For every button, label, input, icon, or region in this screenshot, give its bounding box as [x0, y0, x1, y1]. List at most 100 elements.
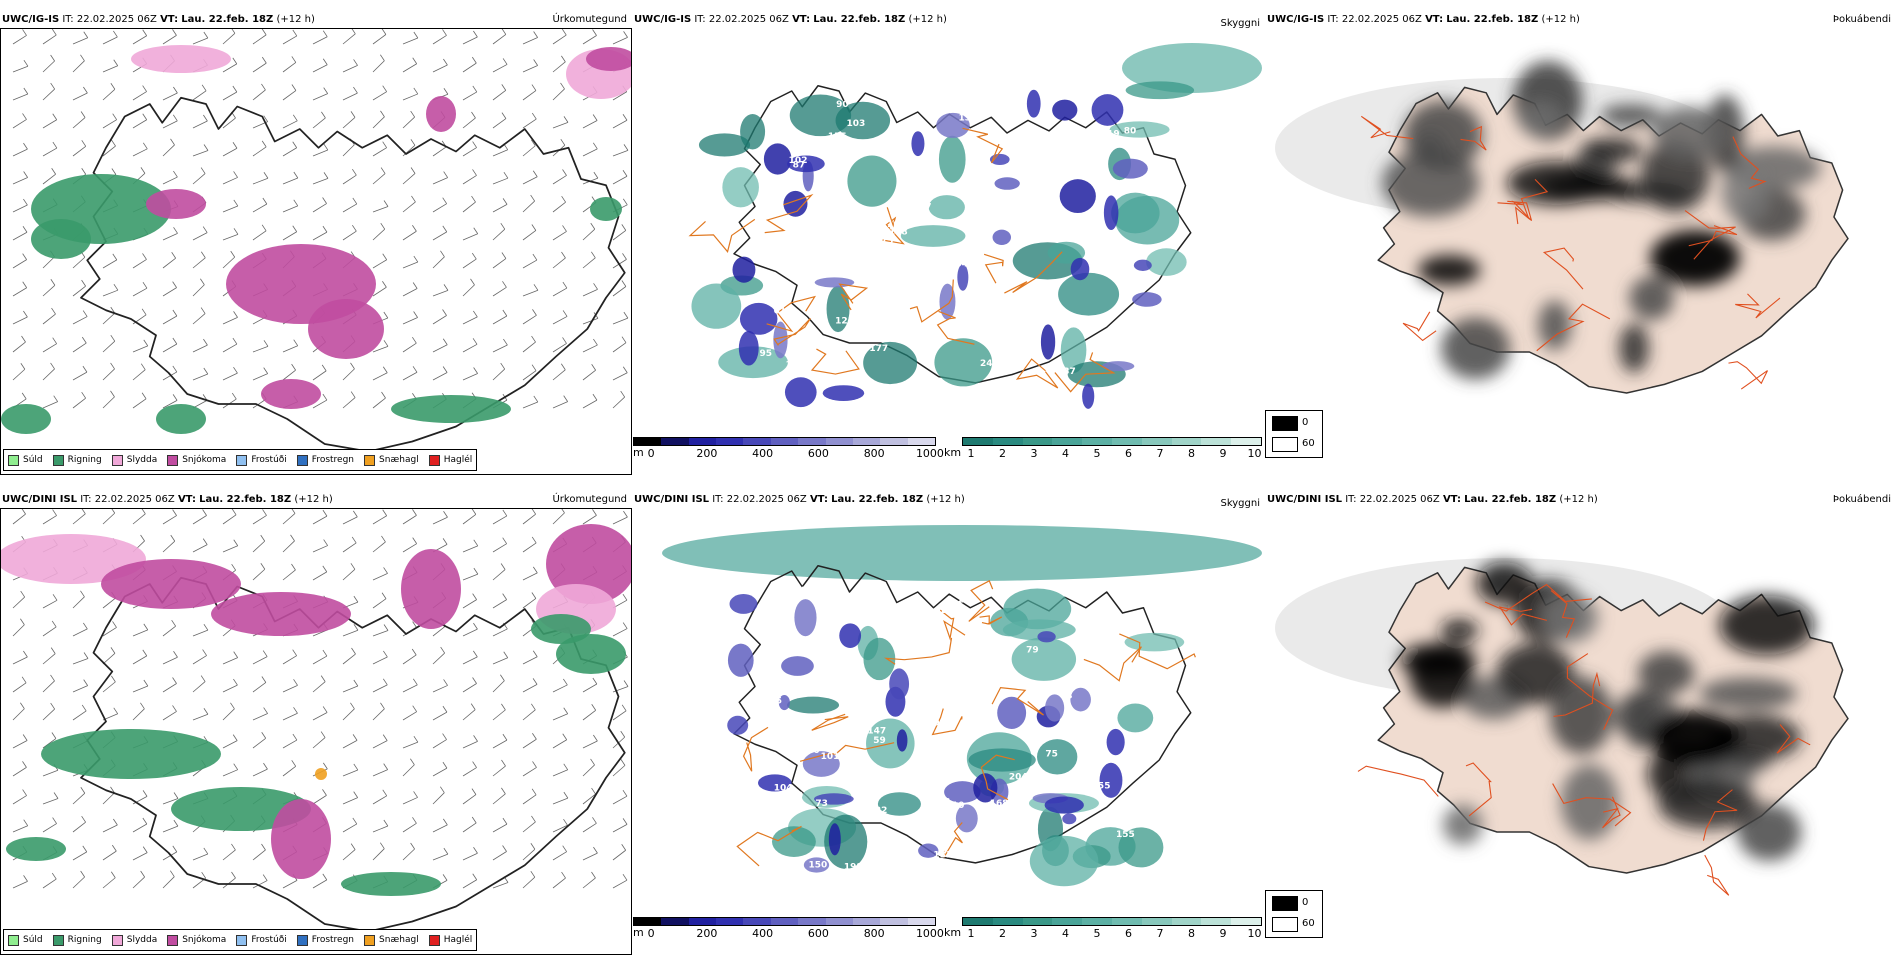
wind-barb-flag [413, 791, 418, 798]
wind-barb-flag [443, 818, 448, 826]
clouds-panel-top: UWC/IG-IS IT: 22.02.2025 06Z VT: Lau. 22… [632, 10, 1262, 475]
wind-barb-flag [292, 29, 298, 37]
wind-barb-flag [110, 306, 116, 314]
road [1402, 311, 1437, 342]
legend-label: Snjókoma [182, 935, 227, 945]
colorbar-tick: 1000 [915, 927, 944, 940]
wind-barb-flag [353, 595, 359, 603]
road [1119, 633, 1196, 670]
wind-barb-flag [352, 168, 357, 176]
wind-barb-flag [291, 363, 296, 371]
ceiling-patch [989, 153, 1010, 166]
wind-barb-flag [322, 225, 328, 233]
wind-barb [12, 513, 26, 525]
wind-barb [492, 851, 507, 861]
wind-barb-flag [232, 57, 238, 65]
wind-barb-flag [200, 278, 205, 285]
wind-barb-flag [382, 281, 387, 288]
wind-barb-flag [322, 30, 328, 37]
wind-barb-flag [172, 394, 178, 401]
wind-barb-flag [322, 58, 328, 65]
ceiling-patch [1062, 813, 1077, 825]
wind-barb [162, 315, 178, 325]
wind-barb-flag [473, 567, 479, 575]
colorbar-tick: 1000 [915, 447, 944, 460]
it-value: 22.02.2025 06Z [1341, 14, 1422, 25]
panel-title: Skyggni [1220, 18, 1260, 29]
fog-map-svg [1265, 508, 1895, 908]
wind-barb-flag [50, 82, 56, 90]
wind-barb-flag [172, 705, 177, 712]
wind-barb [522, 176, 538, 185]
wind-barb-flag [622, 789, 628, 797]
wind-barb-flag [233, 199, 239, 207]
wind-barb-flag [22, 761, 27, 768]
wind-barb-flag [352, 817, 358, 825]
wind-barb-flag [291, 84, 297, 91]
road [883, 637, 953, 665]
colorbar-segment [1052, 438, 1083, 445]
visibility-strip [962, 917, 1262, 926]
wind-barb-flag [169, 870, 175, 877]
wind-barb-flag [442, 761, 448, 769]
road [1497, 200, 1533, 222]
wind-barb-flag [562, 733, 568, 740]
wind-barb-flag [591, 871, 596, 879]
wind-barb-flag [230, 250, 236, 258]
wind-barb [342, 397, 356, 409]
wind-barb-flag [322, 565, 328, 573]
colorbar-tick: 600 [807, 447, 829, 460]
wind-barb [132, 91, 147, 101]
wind-barb [372, 345, 389, 353]
visibility-patch [1029, 835, 1099, 887]
wind-barb [222, 256, 235, 269]
ceiling-patch [814, 793, 854, 805]
wind-barb-flag [502, 817, 508, 825]
colorbar-segment [880, 438, 908, 445]
wind-barb [162, 120, 178, 129]
lead-time: (+12 h) [1559, 494, 1598, 505]
wind-barb [162, 876, 175, 889]
wind-barb-flag [291, 760, 297, 767]
wind-barb [462, 628, 478, 637]
road [810, 348, 860, 375]
wind-barb [522, 230, 537, 241]
colorbar-tick: 3 [1030, 447, 1038, 460]
colorbar-segment [852, 438, 881, 445]
wind-barb-flag [261, 676, 267, 683]
legend-label: Haglél [443, 455, 473, 465]
wind-barb [42, 823, 57, 833]
wind-barb [42, 343, 57, 353]
wind-barb [252, 34, 267, 45]
wind-barb-flag [472, 593, 477, 600]
wind-barb-flag [113, 818, 118, 826]
colorbar-segment [1171, 918, 1202, 925]
ceiling-label: 117 [1070, 680, 1089, 690]
wind-barb-flag [20, 702, 25, 709]
colorbar-tick: 5 [1093, 447, 1101, 460]
ceiling-ticks: 0 200 400 600 800 1000 [633, 446, 944, 460]
wind-barb-flag [442, 733, 447, 740]
clouds-map-svg: 155 132 168 137 61 87 78 93 36 19 75 103 102 80 177 130… [688, 43, 1262, 409]
rain-area [156, 404, 206, 434]
wind-barb [522, 90, 537, 101]
ceiling-patch [994, 177, 1020, 190]
wind-barb-flag [443, 171, 448, 178]
wind-barb-flag [413, 87, 419, 95]
wind-barb [72, 821, 86, 833]
fog-patch [1560, 764, 1619, 840]
wind-barb-flag [473, 847, 478, 854]
wind-barb [522, 401, 538, 409]
wind-barb-flag [110, 647, 116, 654]
road [1357, 765, 1439, 797]
wind-barb [612, 149, 629, 157]
wind-barb-flag [23, 59, 29, 67]
wind-barb [582, 709, 596, 721]
wind-barb [192, 655, 207, 665]
wind-barb-flag [530, 843, 536, 850]
snow-area [261, 379, 321, 409]
wind-barb [252, 515, 267, 525]
wind-barb-flag [23, 875, 28, 882]
wind-barb-flag [471, 509, 477, 515]
wind-barb [132, 685, 148, 693]
